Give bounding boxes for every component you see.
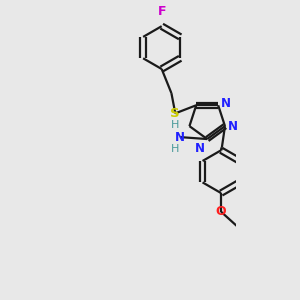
Text: S: S: [170, 107, 180, 120]
Text: N: N: [221, 97, 231, 110]
Text: N: N: [175, 130, 185, 144]
Text: H: H: [171, 120, 179, 130]
Text: N: N: [228, 120, 238, 133]
Text: H: H: [171, 144, 179, 154]
Text: N: N: [195, 142, 205, 155]
Text: F: F: [158, 4, 166, 18]
Text: O: O: [216, 205, 226, 218]
